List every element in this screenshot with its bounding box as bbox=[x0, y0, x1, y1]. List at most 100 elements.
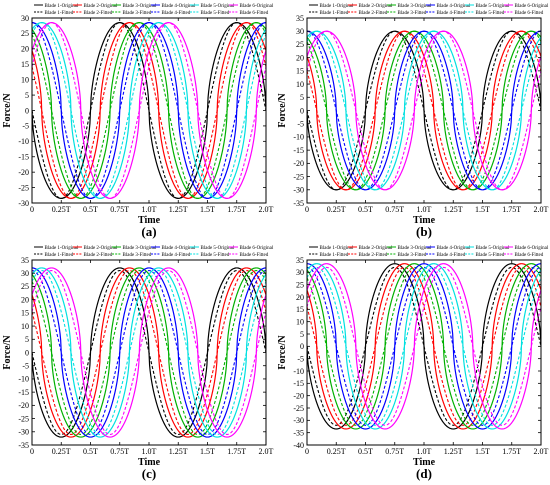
y-tick-label: -20 bbox=[18, 168, 29, 177]
x-tick-label: 1.75T bbox=[502, 205, 521, 214]
series-line-blade-4-original bbox=[307, 263, 541, 430]
legend-label: Blade 4-Fitted bbox=[437, 253, 466, 258]
y-tick-label: -5 bbox=[297, 120, 304, 129]
series-line-blade-4-original bbox=[32, 267, 266, 438]
x-tick-label: 0.5T bbox=[83, 205, 98, 214]
x-tick-label: 0.25T bbox=[327, 205, 346, 214]
y-tick-label: -5 bbox=[22, 122, 29, 131]
panel-label: (a) bbox=[141, 224, 156, 239]
legend-label: Blade 5-Original bbox=[476, 246, 510, 251]
legend-label: Blade 2-Original bbox=[359, 4, 393, 9]
legend-label: Blade 1-Original bbox=[320, 246, 354, 251]
y-axis-title: Force/N bbox=[2, 93, 13, 128]
y-tick-label: 35 bbox=[296, 14, 304, 23]
y-tick-label: -25 bbox=[293, 172, 304, 181]
series-line-blade-6-original bbox=[307, 30, 541, 191]
y-tick-label: -25 bbox=[18, 414, 29, 423]
legend-label: Blade 5-Fitted bbox=[476, 253, 505, 258]
series-line-blade-6-original bbox=[32, 22, 266, 199]
force-chart-svg: -35 -30 -25 -20 -15 -10 -5 0 5 10 15 20 25 30 35 0 0.25T… bbox=[2, 246, 274, 481]
plot-curves bbox=[32, 22, 266, 199]
legend-label: Blade 2-Fitted bbox=[359, 253, 388, 258]
y-tick-label: -15 bbox=[18, 388, 29, 397]
legend-label: Blade 4-Original bbox=[437, 246, 471, 251]
y-tick-label: 35 bbox=[296, 256, 304, 265]
legend-label: Blade 2-Original bbox=[84, 4, 118, 9]
legend-label: Blade 6-Fitted bbox=[515, 253, 544, 258]
x-tick-label: 1.0T bbox=[417, 447, 432, 456]
x-tick-label: 0.75T bbox=[110, 205, 129, 214]
y-tick-label: -35 bbox=[293, 199, 304, 208]
y-tick-label: -10 bbox=[18, 375, 29, 384]
legend-label: Blade 1-Original bbox=[45, 246, 79, 251]
legend-label: Blade 2-Original bbox=[359, 246, 393, 251]
chart-panel-d: -40 -35 -30 -25 -20 -15 -10 -5 0 5 10 15 20 25 30 35 0 0.… bbox=[275, 242, 550, 484]
y-tick-label: -10 bbox=[293, 133, 304, 142]
y-tick-label: -25 bbox=[18, 183, 29, 192]
x-tick-label: 1.25T bbox=[169, 447, 188, 456]
legend-label: Blade 1-Original bbox=[320, 4, 354, 9]
legend-label: Blade 2-Fitted bbox=[84, 253, 113, 258]
legend-label: Blade 6-Original bbox=[515, 4, 549, 9]
legend-label: Blade 5-Original bbox=[201, 4, 235, 9]
panel-label: (c) bbox=[142, 466, 156, 481]
x-tick-label: 0 bbox=[305, 205, 309, 214]
x-tick-label: 1.75T bbox=[227, 447, 246, 456]
series-line-blade-6-original bbox=[32, 267, 266, 438]
x-tick-label: 1.25T bbox=[444, 447, 463, 456]
chart-panel-b: -35 -30 -25 -20 -15 -10 -5 0 5 10 15 20 25 30 35 0 0.25T… bbox=[275, 0, 550, 242]
series-line-blade-4-fitted bbox=[307, 266, 541, 426]
legend-label: Blade 2-Fitted bbox=[359, 11, 388, 16]
legend-label: Blade 1-Original bbox=[45, 4, 79, 9]
legend-label: Blade 2-Original bbox=[84, 246, 118, 251]
series-line-blade-2-fitted bbox=[307, 266, 541, 426]
chart-panel-c: -35 -30 -25 -20 -15 -10 -5 0 5 10 15 20 25 30 35 0 0.25T… bbox=[0, 242, 275, 484]
plot-curves bbox=[307, 30, 541, 191]
y-tick-label: 10 bbox=[21, 75, 29, 84]
x-tick-label: 1.25T bbox=[444, 205, 463, 214]
legend-label: Blade 1-Fitted bbox=[320, 253, 349, 258]
y-tick-label: 0 bbox=[300, 106, 304, 115]
x-axis-title: Time bbox=[138, 457, 161, 468]
legend-label: Blade 4-Fitted bbox=[437, 11, 466, 16]
y-tick-label: 30 bbox=[21, 269, 29, 278]
legend-label: Blade 5-Original bbox=[201, 246, 235, 251]
x-tick-label: 1.0T bbox=[142, 447, 157, 456]
x-tick-label: 1.5T bbox=[475, 447, 490, 456]
y-tick-label: 0 bbox=[25, 106, 29, 115]
legend-label: Blade 6-Fitted bbox=[240, 11, 269, 16]
y-tick-label: 5 bbox=[25, 335, 29, 344]
x-tick-label: 0.5T bbox=[83, 447, 98, 456]
x-tick-label: 1.75T bbox=[227, 205, 246, 214]
y-tick-label: -30 bbox=[18, 199, 29, 208]
x-tick-label: 0.75T bbox=[110, 447, 129, 456]
y-tick-label: 35 bbox=[21, 256, 29, 265]
legend-label: Blade 3-Original bbox=[123, 246, 157, 251]
y-tick-label: 0 bbox=[25, 348, 29, 357]
x-tick-label: 2.0T bbox=[259, 447, 274, 456]
series-line-blade-4-original bbox=[307, 30, 541, 191]
y-tick-label: 10 bbox=[296, 317, 304, 326]
x-tick-label: 0.75T bbox=[385, 447, 404, 456]
x-tick-label: 1.25T bbox=[169, 205, 188, 214]
y-tick-label: 5 bbox=[25, 91, 29, 100]
legend-label: Blade 4-Original bbox=[162, 4, 196, 9]
x-tick-label: 1.0T bbox=[417, 205, 432, 214]
series-line-blade-5-original bbox=[32, 267, 266, 438]
series-line-blade-5-original bbox=[32, 22, 266, 199]
x-tick-label: 1.75T bbox=[502, 447, 521, 456]
x-tick-label: 0.75T bbox=[385, 205, 404, 214]
force-chart-svg: -40 -35 -30 -25 -20 -15 -10 -5 0 5 10 15 20 25 30 35 0 0.… bbox=[277, 246, 549, 481]
y-tick-label: -20 bbox=[293, 159, 304, 168]
y-tick-label: 20 bbox=[296, 53, 304, 62]
x-tick-label: 1.5T bbox=[200, 447, 215, 456]
series-line-blade-5-original bbox=[307, 263, 541, 430]
legend-label: Blade 1-Fitted bbox=[45, 11, 74, 16]
x-tick-label: 1.5T bbox=[475, 205, 490, 214]
y-tick-label: 30 bbox=[296, 268, 304, 277]
y-axis-title: Force/N bbox=[277, 335, 288, 370]
x-tick-label: 0.25T bbox=[52, 205, 71, 214]
legend-label: Blade 5-Fitted bbox=[476, 11, 505, 16]
force-chart-svg: -35 -30 -25 -20 -15 -10 -5 0 5 10 15 20 25 30 35 0 0.25T… bbox=[277, 4, 549, 239]
legend-label: Blade 3-Fitted bbox=[123, 253, 152, 258]
